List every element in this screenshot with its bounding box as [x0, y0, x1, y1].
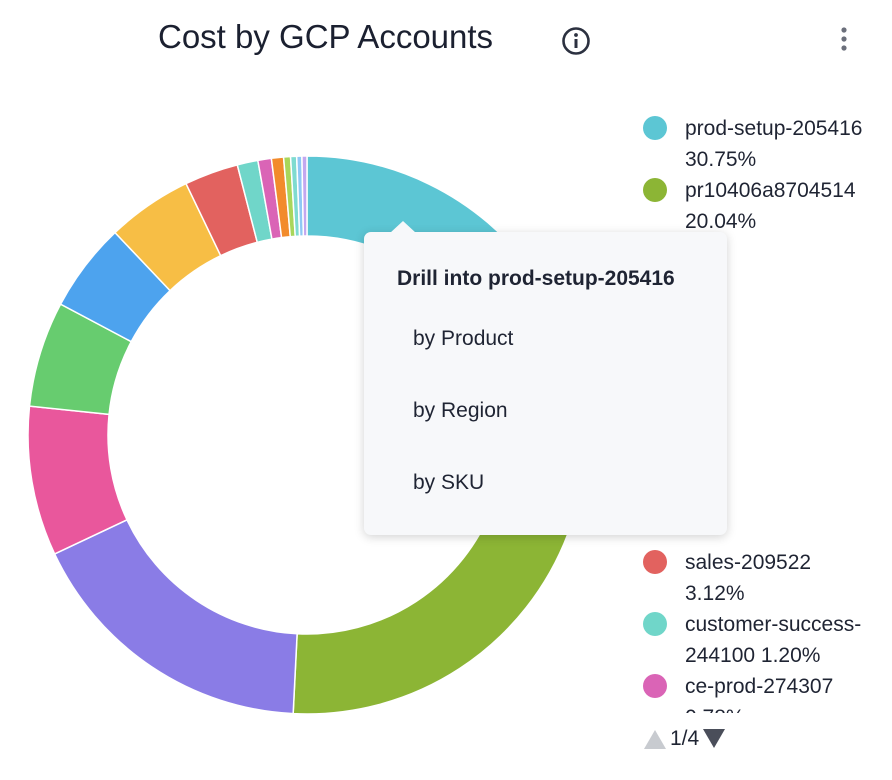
- menu-item[interactable]: by Region: [413, 399, 508, 422]
- legend-value: 30.75%: [685, 148, 757, 171]
- legend-item[interactable]: pr10406a8704514 20.04%: [643, 175, 892, 237]
- donut-slice: [301, 155, 308, 237]
- legend-text: prod-setup-205416 30.75%: [685, 113, 875, 175]
- legend-label: prod-setup-205416: [685, 117, 863, 140]
- page-down[interactable]: [702, 728, 726, 750]
- legend-swatch: [643, 178, 667, 202]
- legend-item[interactable]: prod-setup-205416 30.75%: [643, 113, 892, 175]
- page-up[interactable]: [643, 728, 667, 750]
- legend-label: customer-success-244100: [685, 613, 862, 667]
- legend-value: 20.04%: [685, 210, 757, 233]
- legend-swatch: [643, 116, 667, 140]
- legend-swatch: [643, 674, 667, 698]
- menu-item[interactable]: by SKU: [413, 471, 485, 494]
- donut-slice: [53, 518, 298, 715]
- legend-text: ce-prod-274307 0.78%: [685, 671, 875, 713]
- legend-item[interactable]: sales-209522 3.12%: [643, 547, 892, 609]
- legend-text: sales-209522 3.12%: [685, 547, 875, 609]
- legend-value: 0.78%: [685, 706, 745, 713]
- menu-title: Drill into prod-setup-205416: [397, 267, 675, 290]
- legend-swatch: [643, 612, 667, 636]
- page-indicator: 1/4: [670, 727, 700, 750]
- legend-label: sales-209522: [685, 551, 812, 574]
- legend-pager: 1/4: [643, 727, 726, 751]
- info-icon[interactable]: [561, 26, 591, 56]
- legend-swatch: [643, 550, 667, 574]
- legend-value: 3.12%: [685, 582, 745, 605]
- legend-item[interactable]: customer-success-244100 1.20%: [643, 609, 892, 671]
- donut-slice: [292, 504, 569, 715]
- legend-item[interactable]: ce-prod-274307 0.78%: [643, 671, 892, 713]
- menu-item[interactable]: by Product: [413, 327, 514, 350]
- chart-title: Cost by GCP Accounts: [158, 18, 494, 55]
- legend-label: ce-prod-274307: [685, 675, 834, 698]
- menu-button[interactable]: [836, 26, 852, 54]
- legend-label: pr10406a8704514: [685, 179, 856, 202]
- legend-text: pr10406a8704514 20.04%: [685, 175, 875, 237]
- drill-menu: Drill into prod-setup-205416 by Product …: [364, 221, 727, 535]
- legend-value: 1.20%: [760, 644, 821, 667]
- legend-text: customer-success-244100 1.20%: [685, 609, 875, 671]
